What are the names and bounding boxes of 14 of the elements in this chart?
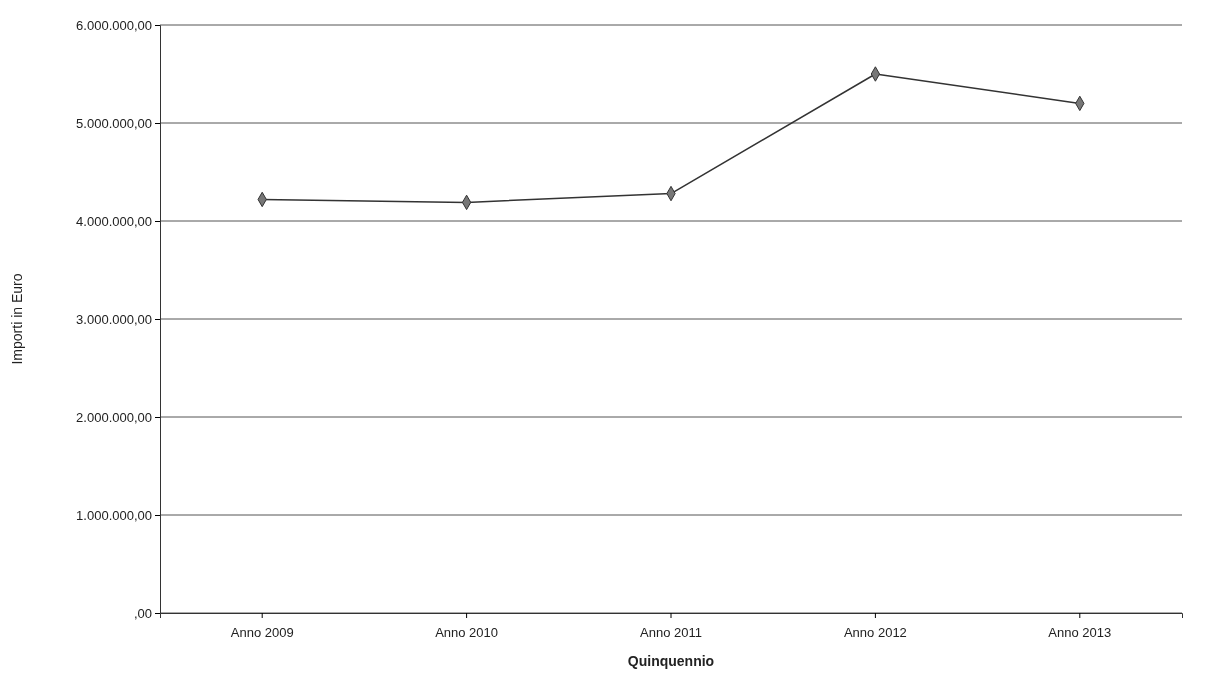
y-tick-label: 5.000.000,00	[76, 115, 152, 131]
y-tick-label: ,00	[133, 605, 152, 621]
y-tick-label: 1.000.000,00	[76, 507, 152, 523]
x-tick-label: Anno 2013	[1048, 624, 1112, 640]
y-tick-label: 6.000.000,00	[76, 17, 152, 33]
x-tick-label: Anno 2010	[435, 624, 499, 640]
x-tick-label: Anno 2012	[843, 624, 907, 640]
x-tick-label: Anno 2009	[230, 624, 294, 640]
y-tick-label: 3.000.000,00	[76, 311, 152, 327]
y-tick-label: 4.000.000,00	[76, 213, 152, 229]
x-tick-label: Anno 2011	[640, 624, 702, 640]
x-axis-title: Quinquennio	[627, 653, 715, 669]
y-axis-title: Importi in Euro	[9, 273, 25, 365]
y-tick-label: 2.000.000,00	[76, 409, 152, 425]
